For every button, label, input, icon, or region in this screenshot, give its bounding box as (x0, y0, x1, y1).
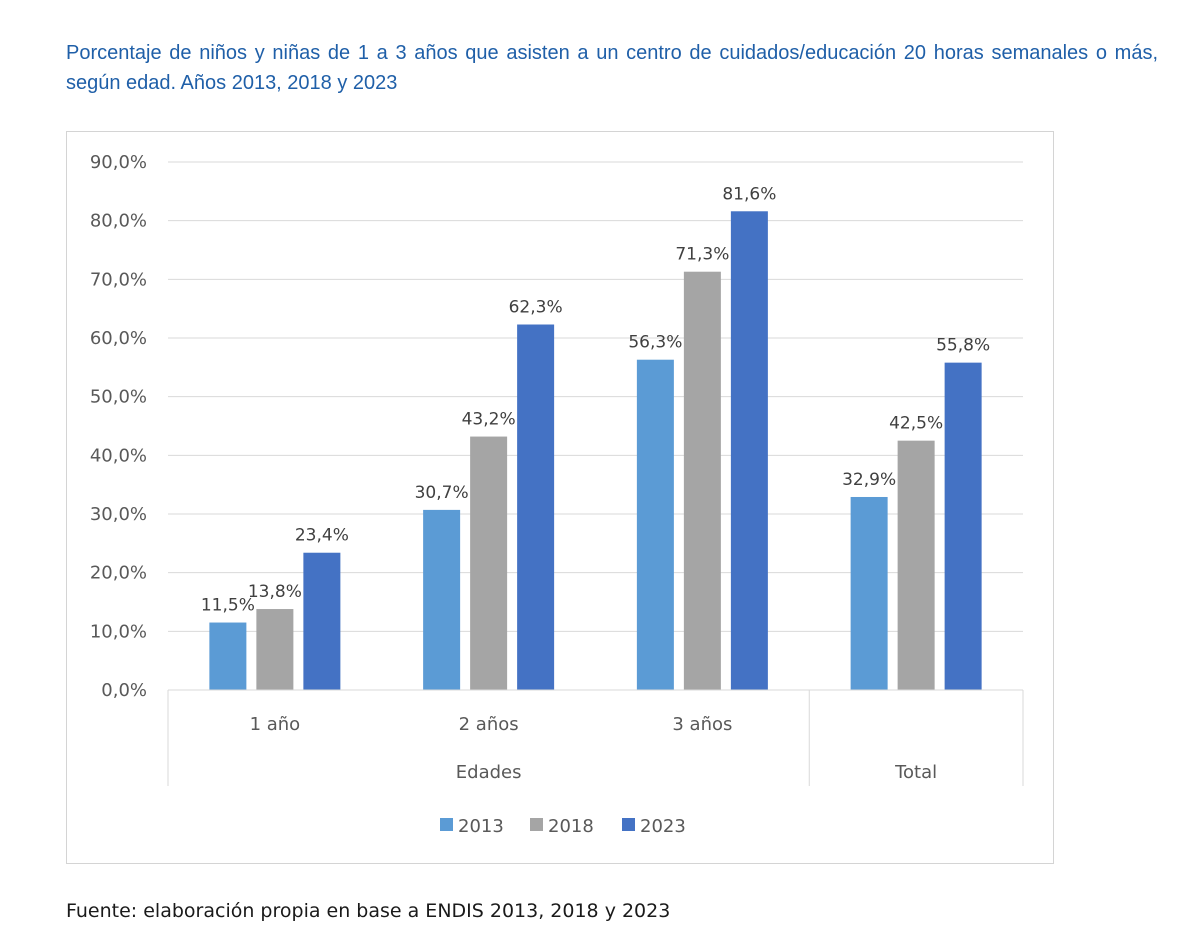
y-tick-label: 90,0% (90, 152, 147, 173)
bar (730, 211, 768, 690)
chart-area (66, 131, 1054, 864)
data-label: 56,3% (628, 333, 682, 353)
x-tick-label: Total (894, 762, 937, 783)
bar (850, 496, 888, 690)
x-tick-label: 1 año (250, 714, 301, 735)
bar (683, 271, 721, 690)
data-label: 81,6% (722, 184, 776, 204)
legend-label: 2018 (548, 816, 594, 837)
legend-label: 2023 (640, 816, 686, 837)
legend-swatch (530, 818, 543, 831)
x-tick-label: 2 años (459, 714, 519, 735)
chart-title: Porcentaje de niños y niñas de 1 a 3 año… (66, 42, 1158, 94)
bar (517, 324, 555, 690)
data-labels: 11,5%13,8% 23,4% 30,7% 43,2% 62,3% 56,3% 71,3%… (201, 184, 990, 615)
y-tick-label: 0,0% (101, 680, 147, 701)
legend-label: 2013 (458, 816, 504, 837)
y-tick-label: 20,0% (90, 563, 147, 584)
y-tick-label: 50,0% (90, 387, 147, 408)
bar (636, 359, 674, 690)
data-label: 55,8% (936, 336, 990, 356)
bar (209, 622, 247, 690)
bar (256, 609, 294, 690)
legend: 2013 2018 2023 (440, 816, 686, 837)
data-label: 43,2% (462, 410, 516, 430)
data-label: 23,4% (295, 526, 349, 546)
data-label: 32,9% (842, 470, 896, 490)
y-tick-label: 70,0% (90, 269, 147, 290)
data-label: 42,5% (889, 414, 943, 434)
bar (423, 509, 461, 690)
data-label: 62,3% (509, 298, 563, 318)
bar (897, 440, 935, 690)
x-axis: 1 año 2 años 3 años Total Edades (167, 689, 1024, 786)
bar (944, 362, 982, 690)
x-tick-label: 3 años (672, 714, 732, 735)
legend-swatch (622, 818, 635, 831)
legend-swatch (440, 818, 453, 831)
y-tick-label: 60,0% (90, 328, 147, 349)
source-note: Fuente: elaboración propia en base a END… (66, 900, 671, 922)
data-label: 71,3% (675, 245, 729, 265)
y-tick-label: 10,0% (90, 621, 147, 642)
y-axis-ticks: 0,0% 10,0% 20,0% 30,0% 40,0% 50,0% 60,0% 70,0% 8… (90, 152, 147, 701)
y-tick-label: 40,0% (90, 445, 147, 466)
data-label: 30,7% (415, 483, 469, 503)
y-tick-label: 30,0% (90, 504, 147, 525)
data-label: 13,8% (248, 582, 302, 602)
bars (209, 211, 982, 690)
group-label: Edades (456, 762, 522, 783)
bar (470, 436, 508, 690)
y-tick-label: 80,0% (90, 211, 147, 232)
bar (303, 552, 341, 690)
data-label: 11,5% (201, 596, 255, 616)
